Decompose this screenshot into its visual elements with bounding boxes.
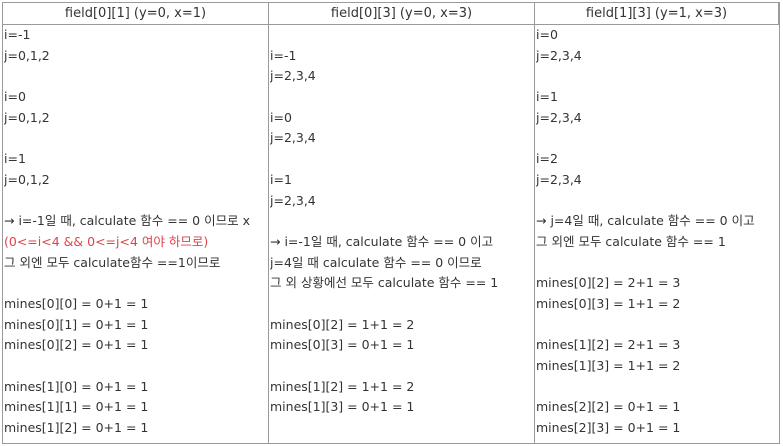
blank-line <box>4 273 268 294</box>
blank-line <box>270 294 534 315</box>
text-line: mines[1][2] = 1+1 = 2 <box>270 378 415 394</box>
text-line: j=2,3,4 <box>270 192 316 208</box>
text-line: j=2,3,4 <box>270 68 316 84</box>
blank-line <box>536 315 779 336</box>
text-line: i=1 <box>4 151 26 167</box>
blank-line <box>536 377 779 398</box>
blank-line <box>536 253 779 274</box>
text-line: j=2,3,4 <box>536 109 582 125</box>
column-header: field[0][1] (y=0, x=1) <box>3 3 269 25</box>
text-line: j=4일 때 calculate 함수 == 0 이므로 <box>270 254 482 270</box>
blank-line <box>536 191 779 212</box>
text-line: i=2 <box>536 151 558 167</box>
text-line: 그 외엔 모두 calculate 함수 == 1 <box>536 233 726 249</box>
text-line: → i=-1일 때, calculate 함수 == 0 이므로 x <box>4 213 250 229</box>
column-body: i=0 j=2,3,4 i=1 j=2,3,4 i=2 j=2,3,4 → j=4일 때, … <box>535 25 779 443</box>
blank-line <box>270 211 534 232</box>
blank-line <box>536 128 779 149</box>
text-line: i=0 <box>536 27 558 42</box>
text-line: mines[1][2] = 2+1 = 3 <box>536 337 681 353</box>
text-line: mines[1][3] = 1+1 = 2 <box>536 358 681 373</box>
text-line: j=2,3,4 <box>536 47 582 63</box>
text-line: mines[0][1] = 0+1 = 1 <box>4 316 149 332</box>
blank-line <box>4 191 268 212</box>
text-line: j=2,3,4 <box>270 130 316 146</box>
text-line: i=-1 <box>4 27 31 42</box>
text-line: mines[1][3] = 0+1 = 1 <box>270 399 415 415</box>
blank-line <box>4 128 268 149</box>
blank-line <box>4 66 268 87</box>
text-line: mines[1][0] = 0+1 = 1 <box>4 378 149 394</box>
text-line: i=1 <box>536 89 558 105</box>
text-line: mines[2][3] = 0+1 = 1 <box>536 420 681 436</box>
blank-line <box>270 356 534 377</box>
text-line: → j=4일 때, calculate 함수 == 0 이고 <box>536 213 755 229</box>
text-line: i=0 <box>270 109 292 125</box>
text-line: mines[0][2] = 2+1 = 3 <box>536 275 681 291</box>
column-body: i=-1 j=0,1,2 i=0 j=0,1,2 i=1 j=0,1,2 → i=-1일 때… <box>3 25 269 443</box>
text-line: → i=-1일 때, calculate 함수 == 0 이고 <box>270 233 494 249</box>
text-line: mines[1][2] = 0+1 = 1 <box>4 420 149 436</box>
text-line: mines[1][1] = 0+1 = 1 <box>4 399 149 415</box>
blank-line <box>270 149 534 170</box>
text-line: mines[0][3] = 1+1 = 2 <box>536 295 681 311</box>
text-line: (0<=i<4 && 0<=j<4 여야 하므로) <box>4 233 209 249</box>
text-line: j=0,1,2 <box>4 47 50 63</box>
text-line: j=0,1,2 <box>4 171 50 187</box>
text-line: i=1 <box>270 171 292 187</box>
text-line: mines[0][0] = 0+1 = 1 <box>4 295 149 311</box>
text-line: 그 외엔 모두 calculate함수 ==1이므로 <box>4 254 221 270</box>
text-line: j=2,3,4 <box>536 171 582 187</box>
text-line: j=0,1,2 <box>4 109 50 125</box>
blank-line <box>536 66 779 87</box>
text-line: mines[0][2] = 0+1 = 1 <box>4 337 149 353</box>
column-body: i=-1 j=2,3,4 i=0 j=2,3,4 i=1 j=2,3,4 → i=-1일 때… <box>269 25 535 443</box>
text-line: mines[2][2] = 0+1 = 1 <box>536 399 681 415</box>
text-line: mines[0][2] = 1+1 = 2 <box>270 316 415 332</box>
column-header: field[1][3] (y=1, x=3) <box>535 3 779 25</box>
text-line: i=-1 <box>270 47 297 63</box>
column-header: field[0][3] (y=0, x=3) <box>269 3 535 25</box>
text-line: mines[0][3] = 0+1 = 1 <box>270 337 415 353</box>
text-line: 그 외 상황에선 모두 calculate 함수 == 1 <box>270 275 499 291</box>
blank-line <box>270 87 534 108</box>
blank-line <box>270 25 534 46</box>
blank-line <box>4 356 268 377</box>
text-line: i=0 <box>4 89 26 105</box>
